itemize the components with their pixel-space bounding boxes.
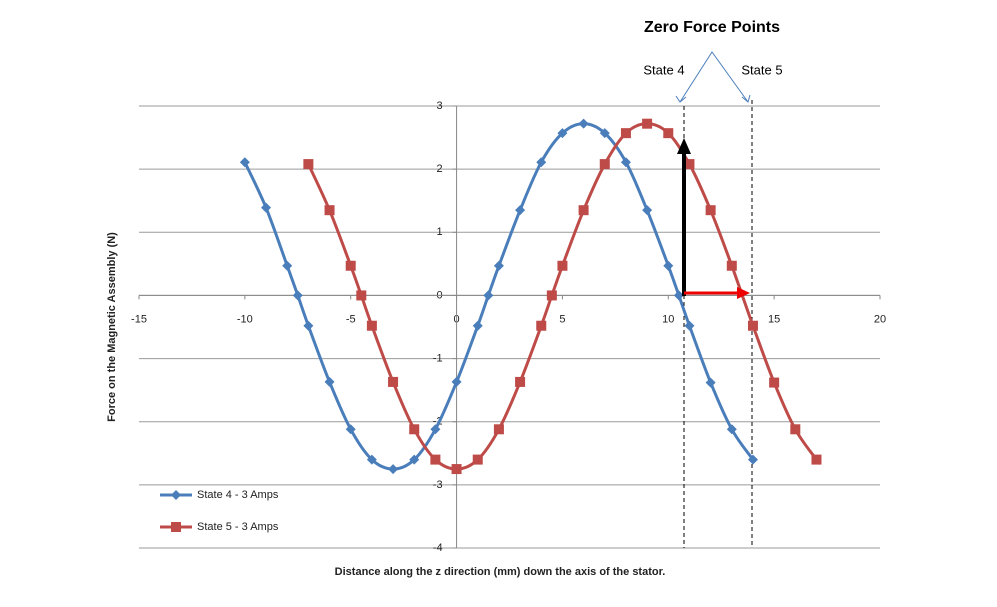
x-tick-label: 15 [768, 313, 780, 325]
marker [303, 320, 314, 331]
annotation-title: Zero Force Points [644, 19, 780, 36]
marker [811, 454, 822, 465]
marker [769, 377, 780, 388]
marker [663, 128, 674, 139]
marker [430, 454, 441, 465]
y-tick-label: 3 [436, 100, 442, 112]
marker [684, 320, 695, 331]
y-tick-label: -4 [433, 542, 443, 554]
callout-tip [675, 95, 687, 103]
marker [536, 320, 547, 331]
marker [261, 202, 272, 213]
marker [324, 205, 335, 216]
x-tick-label: 20 [874, 313, 886, 325]
annotation-arrows [677, 138, 750, 299]
marker [599, 159, 610, 170]
marker [620, 128, 631, 139]
marker [239, 157, 250, 168]
legend-marker [171, 522, 181, 532]
callout [679, 51, 749, 103]
marker [451, 376, 462, 387]
marker [388, 464, 399, 475]
black-arrow-head [677, 138, 691, 154]
marker [546, 290, 557, 301]
x-tick-label: 5 [559, 313, 565, 325]
marker [409, 454, 420, 465]
plot: State 4 - 3 Amps State 5 - 3 Amps [160, 118, 822, 533]
marker [324, 376, 335, 387]
marker [409, 424, 420, 435]
marker [472, 320, 483, 331]
callout-tip [741, 94, 751, 103]
marker [366, 454, 377, 465]
y-axis-title: Force on the Magnetic Assembly (N) [106, 232, 118, 422]
marker [747, 320, 758, 331]
marker [483, 290, 494, 301]
marker [345, 424, 356, 435]
marker [642, 205, 653, 216]
legend-marker [171, 490, 181, 500]
y-tick-label: -1 [433, 352, 443, 364]
red-arrow-head [737, 287, 750, 299]
marker [705, 377, 716, 388]
marker [642, 118, 653, 129]
marker [451, 464, 462, 475]
y-tick-label: 1 [436, 226, 442, 238]
marker [726, 260, 737, 271]
marker [557, 128, 568, 139]
marker [366, 320, 377, 331]
marker [282, 260, 293, 271]
y-tick-label: 2 [436, 163, 442, 175]
marker [388, 376, 399, 387]
legend-label: State 4 - 3 Amps [197, 489, 279, 501]
marker [345, 260, 356, 271]
x-tick-label: -15 [131, 313, 147, 325]
marker [663, 260, 674, 271]
marker [578, 205, 589, 216]
annotation-label: State 5 [741, 62, 782, 77]
marker [472, 454, 483, 465]
series-line [243, 122, 755, 471]
marker [493, 424, 504, 435]
marker [747, 454, 758, 465]
marker [557, 260, 568, 271]
marker [515, 205, 526, 216]
marker [536, 157, 547, 168]
x-tick-label: -10 [237, 313, 253, 325]
marker [515, 376, 526, 387]
legend-label: State 5 - 3 Amps [197, 521, 279, 533]
marker [726, 424, 737, 435]
annotation-label: State 4 [643, 62, 684, 77]
marker [356, 290, 367, 301]
marker [599, 128, 610, 139]
marker [292, 290, 303, 301]
x-tick-label: -5 [346, 313, 356, 325]
marker [430, 424, 441, 435]
marker [303, 159, 314, 170]
marker [790, 424, 801, 435]
marker [578, 118, 589, 129]
marker [493, 260, 504, 271]
marker [705, 205, 716, 216]
x-tick-label: 10 [662, 313, 674, 325]
marker [673, 290, 684, 301]
marker [620, 157, 631, 168]
x-axis-title: Distance along the z direction (mm) down… [335, 566, 666, 578]
y-tick-label: -3 [433, 479, 443, 491]
marker [684, 159, 695, 170]
